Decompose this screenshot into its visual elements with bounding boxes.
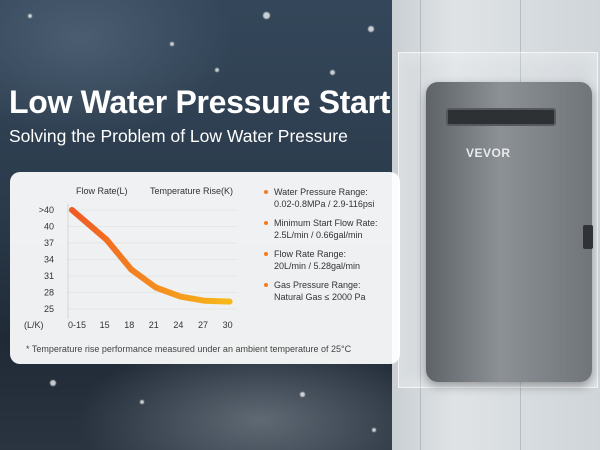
x-tick-label: 30 (223, 320, 233, 330)
chart-y-header: Temperature Rise(K) (150, 186, 233, 196)
y-tick-label: 34 (44, 255, 54, 265)
spec-title: Water Pressure Range: (274, 187, 368, 197)
spec-title: Flow Rate Range: (274, 249, 347, 259)
x-tick-label: 18 (124, 320, 134, 330)
chart-unit-label: (L/K) (24, 320, 44, 330)
x-tick-label: 21 (149, 320, 159, 330)
snowflake (372, 428, 376, 432)
chart-x-header: Flow Rate(L) (76, 186, 128, 196)
water-heater-image (426, 82, 592, 382)
spec-value: Natural Gas ≤ 2000 Pa (274, 292, 366, 302)
temperature-rise-chart: Flow Rate(L) Temperature Rise(K) >40 40 37… (24, 186, 238, 330)
y-tick-label: 28 (44, 288, 54, 298)
snowflake (215, 68, 219, 72)
heater-display-window (446, 108, 556, 126)
spec-title: Gas Pressure Range: (274, 280, 361, 290)
snowflake (170, 42, 174, 46)
snowflake (300, 392, 305, 397)
snowflake (28, 14, 32, 18)
bullet-dot (264, 283, 268, 287)
y-tick-label: 37 (44, 238, 54, 248)
heater-side-knob (583, 225, 593, 249)
product-brand: VEVOR (466, 146, 511, 160)
chart-curve-layer (69, 207, 233, 305)
spec-value: 20L/min / 5.28gal/min (274, 261, 361, 271)
page-subtitle: Solving the Problem of Low Water Pressur… (9, 126, 348, 146)
x-tick-label: 27 (198, 320, 208, 330)
spec-item: Water Pressure Range: 0.02-0.8MPa / 2.9-… (264, 186, 398, 210)
y-tick-label: 40 (44, 222, 54, 232)
snowflake (330, 70, 335, 75)
snowflake (50, 380, 56, 386)
snowflake (140, 400, 144, 404)
spec-title: Minimum Start Flow Rate: (274, 218, 378, 228)
spec-value: 0.02-0.8MPa / 2.9-116psi (274, 199, 375, 209)
snowflake (368, 26, 374, 32)
y-tick-label: 31 (44, 271, 54, 281)
x-tick-label: 15 (100, 320, 110, 330)
bullet-dot (264, 190, 268, 194)
chart-grid (68, 209, 238, 310)
bullet-dot (264, 221, 268, 225)
spec-value: 2.5L/min / 0.66gal/min (274, 230, 363, 240)
footnote: * Temperature rise performance measured … (26, 344, 352, 354)
spec-item: Gas Pressure Range: Natural Gas ≤ 2000 P… (264, 279, 398, 303)
x-tick-label: 24 (173, 320, 183, 330)
spec-list: Water Pressure Range: 0.02-0.8MPa / 2.9-… (264, 186, 398, 310)
bullet-dot (264, 252, 268, 256)
snowflake (263, 12, 270, 19)
y-tick-label: 25 (44, 304, 54, 314)
spec-item: Flow Rate Range: 20L/min / 5.28gal/min (264, 248, 398, 272)
spec-item: Minimum Start Flow Rate: 2.5L/min / 0.66… (264, 217, 398, 241)
wall-seam (420, 0, 421, 450)
page-title: Low Water Pressure Start (9, 84, 391, 120)
info-card (10, 172, 400, 364)
x-tick-label: 0-15 (68, 320, 86, 330)
y-tick-label: >40 (39, 205, 54, 215)
chart-axes: >40 40 37 34 31 28 25 0-15 15 18 21 24 27 30 (39, 204, 233, 330)
temperature-rise-curve (69, 207, 233, 305)
